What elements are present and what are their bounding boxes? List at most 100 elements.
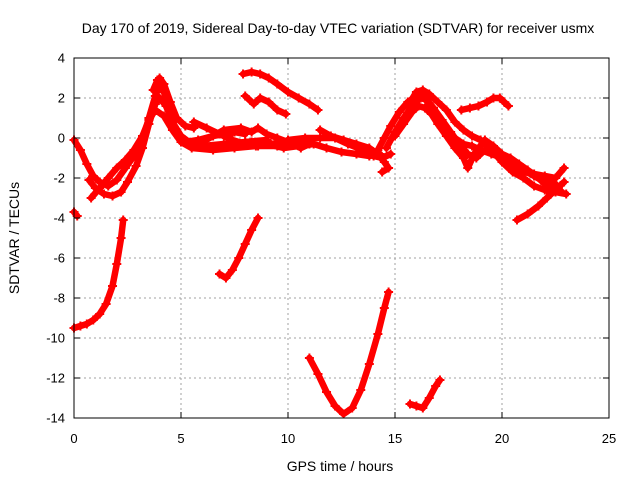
data-point-marker — [407, 107, 417, 117]
data-point-marker — [456, 105, 466, 115]
data-point-marker — [420, 103, 430, 113]
data-point-marker — [129, 145, 139, 155]
data-point-marker — [386, 121, 396, 131]
data-point-marker — [386, 149, 396, 159]
data-point-marker — [559, 163, 569, 173]
data-point-marker — [304, 99, 314, 109]
data-point-marker — [202, 123, 212, 133]
data-point-marker — [75, 145, 85, 155]
data-point-marker — [510, 163, 520, 173]
data-point-marker — [95, 309, 105, 319]
data-point-marker — [272, 105, 282, 115]
data-point-marker — [540, 179, 550, 189]
data-point-marker — [180, 121, 190, 131]
data-point-marker — [465, 103, 475, 113]
series-trace — [248, 138, 384, 160]
data-point-marker — [337, 147, 346, 157]
data-point-marker — [518, 167, 528, 177]
data-point-marker — [435, 375, 445, 385]
data-point-marker — [501, 157, 511, 167]
data-point-marker — [294, 93, 304, 103]
data-point-marker — [484, 143, 494, 153]
data-point-marker — [155, 93, 165, 103]
data-point-marker — [264, 73, 274, 83]
series-arc-c2 — [240, 91, 291, 119]
series-arc-f1 — [69, 215, 128, 333]
data-point-marker — [144, 115, 154, 125]
data-point-marker — [112, 163, 122, 173]
data-point-marker — [405, 399, 415, 409]
axis-ticks: 0 5 10 15 20 25 -14 -12 -10 -8 -6 -4 -2 0 2 4 — [46, 51, 616, 447]
data-point-marker — [431, 381, 441, 391]
x-axis-label: GPS time / hours — [287, 458, 394, 474]
data-point-marker — [559, 177, 569, 187]
data-point-marker — [294, 141, 304, 151]
data-point-marker — [322, 387, 332, 397]
data-point-marker — [542, 193, 552, 203]
y-tick-label: 0 — [58, 131, 65, 146]
data-point-marker — [364, 359, 374, 369]
y-tick-label: -4 — [53, 211, 65, 226]
data-point-marker — [227, 265, 237, 275]
series-group — [69, 67, 571, 419]
data-point-marker — [272, 133, 282, 143]
data-point-marker — [236, 123, 246, 133]
data-point-marker — [533, 201, 543, 211]
data-point-marker — [390, 131, 400, 141]
data-point-marker — [116, 187, 126, 197]
data-point-marker — [322, 143, 332, 153]
data-point-marker — [377, 167, 387, 177]
data-point-marker — [529, 169, 539, 179]
data-point-marker — [159, 79, 169, 89]
y-tick-label: 2 — [58, 91, 65, 106]
data-point-marker — [414, 101, 424, 111]
data-point-marker — [467, 141, 477, 151]
series-arc-c1 — [238, 67, 323, 115]
data-point-marker — [197, 137, 207, 147]
data-point-marker — [247, 127, 257, 137]
data-point-marker — [120, 155, 130, 165]
data-point-marker — [450, 143, 460, 153]
y-tick-label: -12 — [46, 371, 65, 386]
data-point-marker — [476, 135, 486, 145]
data-point-marker — [373, 329, 383, 339]
series-arc-h2 — [405, 375, 445, 413]
series-arc-h1 — [304, 287, 394, 419]
data-point-marker — [281, 109, 291, 119]
data-point-marker — [103, 173, 113, 183]
data-point-marker — [411, 87, 421, 97]
data-point-marker — [339, 135, 349, 145]
data-point-marker — [247, 137, 257, 147]
data-point-marker — [189, 117, 199, 127]
data-point-marker — [172, 113, 182, 123]
series-arc-a4 — [148, 73, 199, 133]
data-point-marker — [347, 403, 357, 413]
series-arc-g1 — [215, 213, 263, 283]
data-point-marker — [272, 79, 282, 89]
data-point-marker — [112, 259, 122, 269]
series-arc-f2 — [69, 207, 82, 221]
data-point-marker — [313, 369, 323, 379]
data-point-marker — [416, 93, 426, 103]
series-arc-a3 — [86, 105, 282, 203]
data-point-marker — [356, 385, 366, 395]
data-point-marker — [364, 143, 374, 153]
data-point-marker — [315, 133, 325, 143]
data-point-marker — [424, 89, 434, 99]
series-trace — [306, 288, 392, 418]
data-point-marker — [283, 87, 293, 97]
x-tick-label: 10 — [281, 431, 295, 446]
data-point-marker — [99, 189, 109, 199]
data-point-marker — [230, 143, 239, 153]
data-point-marker — [540, 171, 550, 181]
data-point-marker — [351, 139, 361, 149]
data-point-marker — [379, 157, 389, 167]
data-point-marker — [411, 401, 421, 411]
data-point-marker — [473, 101, 483, 111]
data-point-marker — [523, 209, 533, 219]
x-tick-label: 25 — [602, 431, 616, 446]
data-point-marker — [249, 99, 259, 109]
data-point-marker — [399, 119, 409, 129]
x-tick-label: 15 — [388, 431, 402, 446]
